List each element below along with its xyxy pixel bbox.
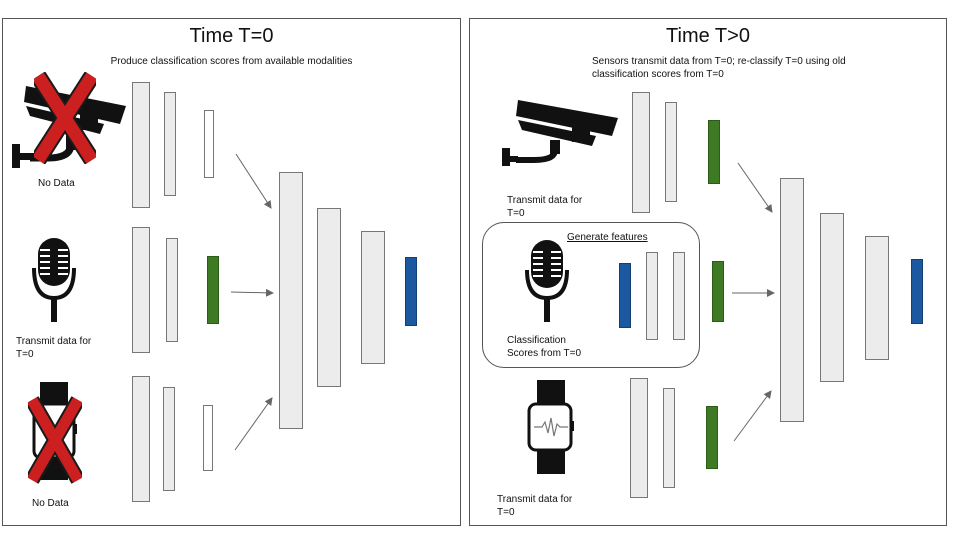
right-watch-block-2 [663,388,675,488]
right-mic-feature-block [712,261,724,322]
left-mic-feature-block [207,256,219,324]
right-fusion-block-1 [780,178,804,422]
right-camera-block-2 [665,102,677,202]
left-fusion-block-2 [317,208,341,387]
mic-caption-left: Transmit data for T=0 [16,336,92,360]
right-fusion-block-3 [865,236,889,360]
generate-features-label: Generate features [567,232,648,243]
arrow-right-camera [737,162,773,213]
left-camera-block-2 [164,92,176,196]
camera-caption-left: No Data [38,178,75,189]
right-camera-block-1 [632,92,650,213]
arrow-left-watch [234,397,273,451]
security-camera-icon [498,96,622,168]
left-mic-block-2 [166,238,178,342]
red-x-icon [25,396,85,484]
scores-block [619,263,631,328]
right-watch-feature-block [706,406,718,469]
scores-feature-block-1 [646,252,658,340]
watch-caption-left: No Data [32,498,69,509]
left-camera-block-1 [132,82,150,208]
red-x-icon [30,71,100,165]
left-mic-block-1 [132,227,150,353]
right-camera-feature-block [708,120,720,184]
camera-caption-right: Transmit data for T=0 [507,195,583,219]
right-output-block [911,259,923,324]
right-panel-title: Time T>0 [666,25,750,47]
right-fusion-block-2 [820,213,844,382]
microphone-icon [32,236,76,324]
smartwatch-icon [526,378,576,476]
left-panel-title: Time T=0 [189,25,274,47]
microphone-icon [525,238,569,324]
scores-caption: Classification Scores from T=0 [507,335,582,359]
arrow-right-watch [733,390,772,442]
left-fusion-block-3 [361,231,385,364]
left-fusion-block-1 [279,172,303,429]
right-watch-block-1 [630,378,648,498]
left-watch-block-1 [132,376,150,502]
watch-caption-right: Transmit data for T=0 [497,494,573,518]
arrow-left-mic [230,288,274,297]
left-panel-subtitle: Produce classification scores from avail… [110,56,353,67]
left-camera-block-3 [204,110,214,178]
scores-feature-block-2 [673,252,685,340]
left-watch-block-2 [163,387,175,491]
right-panel-subtitle: Sensors transmit data from T=0; re-class… [592,56,846,80]
left-output-block [405,257,417,326]
arrow-left-camera [235,153,272,209]
generate-features-group [482,222,700,368]
left-watch-block-3 [203,405,213,471]
